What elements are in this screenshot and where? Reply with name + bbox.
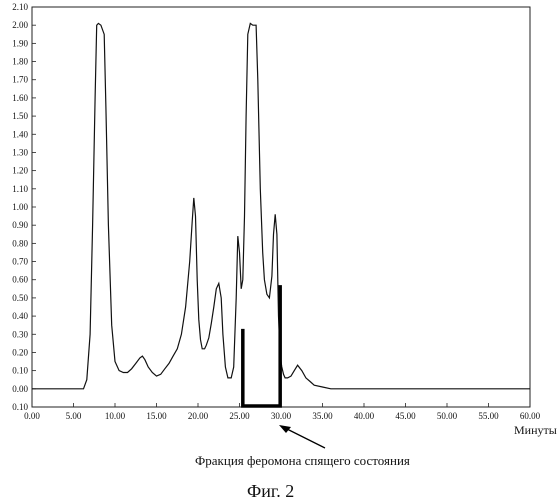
y-tick-label: 1.10 — [12, 184, 28, 194]
y-tick-label: 0.70 — [12, 257, 28, 267]
x-tick-label: 55.00 — [478, 411, 499, 421]
y-tick-label: 1.70 — [12, 75, 28, 85]
x-tick-label: 45.00 — [395, 411, 416, 421]
x-tick-label: 50.00 — [437, 411, 458, 421]
y-tick-label: 0.30 — [12, 329, 28, 339]
x-tick-label: 5.00 — [66, 411, 82, 421]
y-tick-label: 1.00 — [12, 202, 28, 212]
y-tick-label: 1.20 — [12, 166, 28, 176]
y-tick-label: 0.10 — [12, 366, 28, 376]
y-tick-label: 0.00 — [12, 384, 28, 394]
y-tick-label: 1.90 — [12, 38, 28, 48]
x-tick-label: 25.00 — [229, 411, 250, 421]
x-tick-label: 40.00 — [354, 411, 375, 421]
y-tick-label: 0.80 — [12, 238, 28, 248]
annotation-arrow — [279, 425, 325, 448]
x-axis-title: Минуты — [514, 423, 557, 437]
x-tick-label: 15.00 — [146, 411, 167, 421]
y-tick-label: 1.60 — [12, 93, 28, 103]
y-tick-label: 0.50 — [12, 293, 28, 303]
y-tick-label: 0.90 — [12, 220, 28, 230]
y-tick-label: 2.00 — [12, 20, 28, 30]
x-tick-label: 60.00 — [520, 411, 541, 421]
x-tick-label: 30.00 — [271, 411, 292, 421]
x-tick-label: 10.00 — [105, 411, 126, 421]
figure-caption: Фиг. 2 — [247, 481, 294, 500]
x-tick-label: 20.00 — [188, 411, 209, 421]
y-tick-label: 2.10 — [12, 2, 28, 12]
y-tick-label: 0.40 — [12, 311, 28, 321]
x-tick-label: 35.00 — [312, 411, 333, 421]
y-tick-label: 1.50 — [12, 111, 28, 121]
fraction-annotation-label: Фракция феромона спящего состояния — [195, 453, 410, 468]
y-tick-label: 1.30 — [12, 147, 28, 157]
y-tick-label: 0.60 — [12, 275, 28, 285]
y-tick-label: 1.80 — [12, 57, 28, 67]
x-tick-label: 0.00 — [24, 411, 40, 421]
fraction-bracket — [243, 285, 280, 406]
y-tick-label: 1.40 — [12, 129, 28, 139]
x-axis-ticks: 0.00 5.00 10.00 15.00 20.00 25.00 30.00 35.00 40… — [24, 403, 541, 421]
y-tick-label: 0.20 — [12, 347, 28, 357]
